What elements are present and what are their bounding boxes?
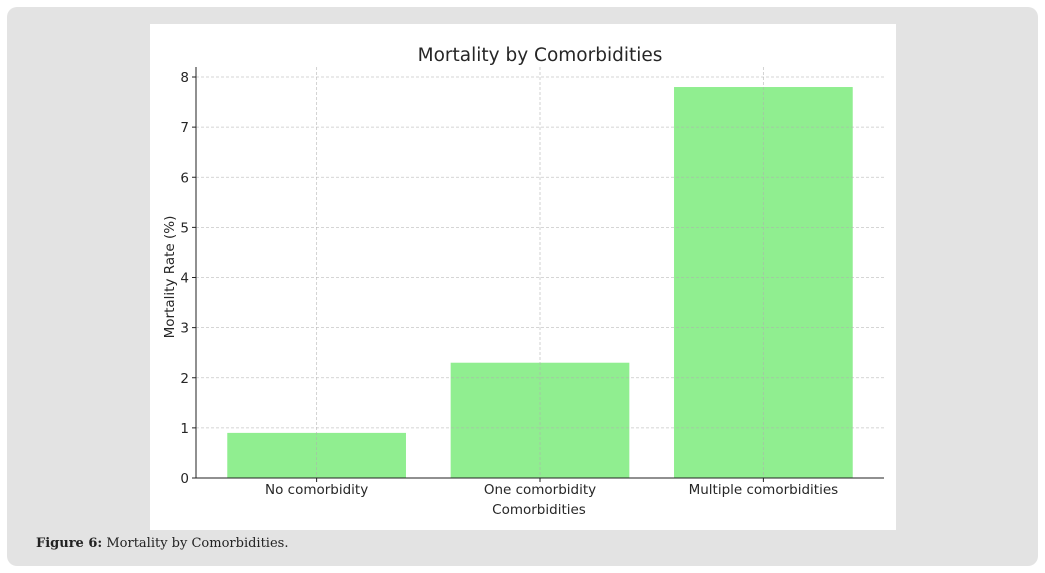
x-tick-label: No comorbidity	[265, 482, 368, 498]
y-tick-label: 8	[180, 70, 189, 86]
y-tick-label: 2	[180, 371, 189, 387]
caption-text: Mortality by Comorbidities.	[102, 536, 289, 551]
y-tick-label: 1	[180, 421, 189, 437]
x-tick-label: Multiple comorbidities	[689, 482, 839, 498]
bar-0	[227, 432, 406, 478]
y-tick-label: 7	[180, 120, 189, 136]
caption-label: Figure 6:	[36, 536, 103, 551]
y-tick-label: 0	[180, 471, 189, 487]
x-tick-label: One comorbidity	[484, 482, 596, 498]
y-axis-label: Mortality Rate (%)	[162, 216, 178, 339]
figure-caption: Figure 6: Mortality by Comorbidities.	[36, 536, 288, 551]
bar-1	[450, 362, 630, 478]
chart-title: Mortality by Comorbidities	[418, 45, 663, 66]
y-tick-label: 6	[180, 170, 189, 186]
y-tick-label: 3	[180, 321, 189, 337]
y-tick-label: 5	[180, 220, 189, 236]
x-axis-label: Comorbidities	[492, 502, 586, 518]
y-tick-label: 4	[180, 271, 189, 287]
